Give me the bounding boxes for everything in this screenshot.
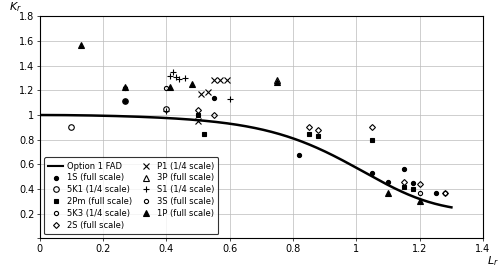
Text: $K_r$: $K_r$ <box>9 0 22 14</box>
Text: $L_r$: $L_r$ <box>488 254 498 268</box>
Legend: Option 1 FAD, 1S (full scale), 5K1 (1/4 scale), 2Pm (full scale), 5K3 (1/4 scale: Option 1 FAD, 1S (full scale), 5K1 (1/4 … <box>44 157 218 234</box>
